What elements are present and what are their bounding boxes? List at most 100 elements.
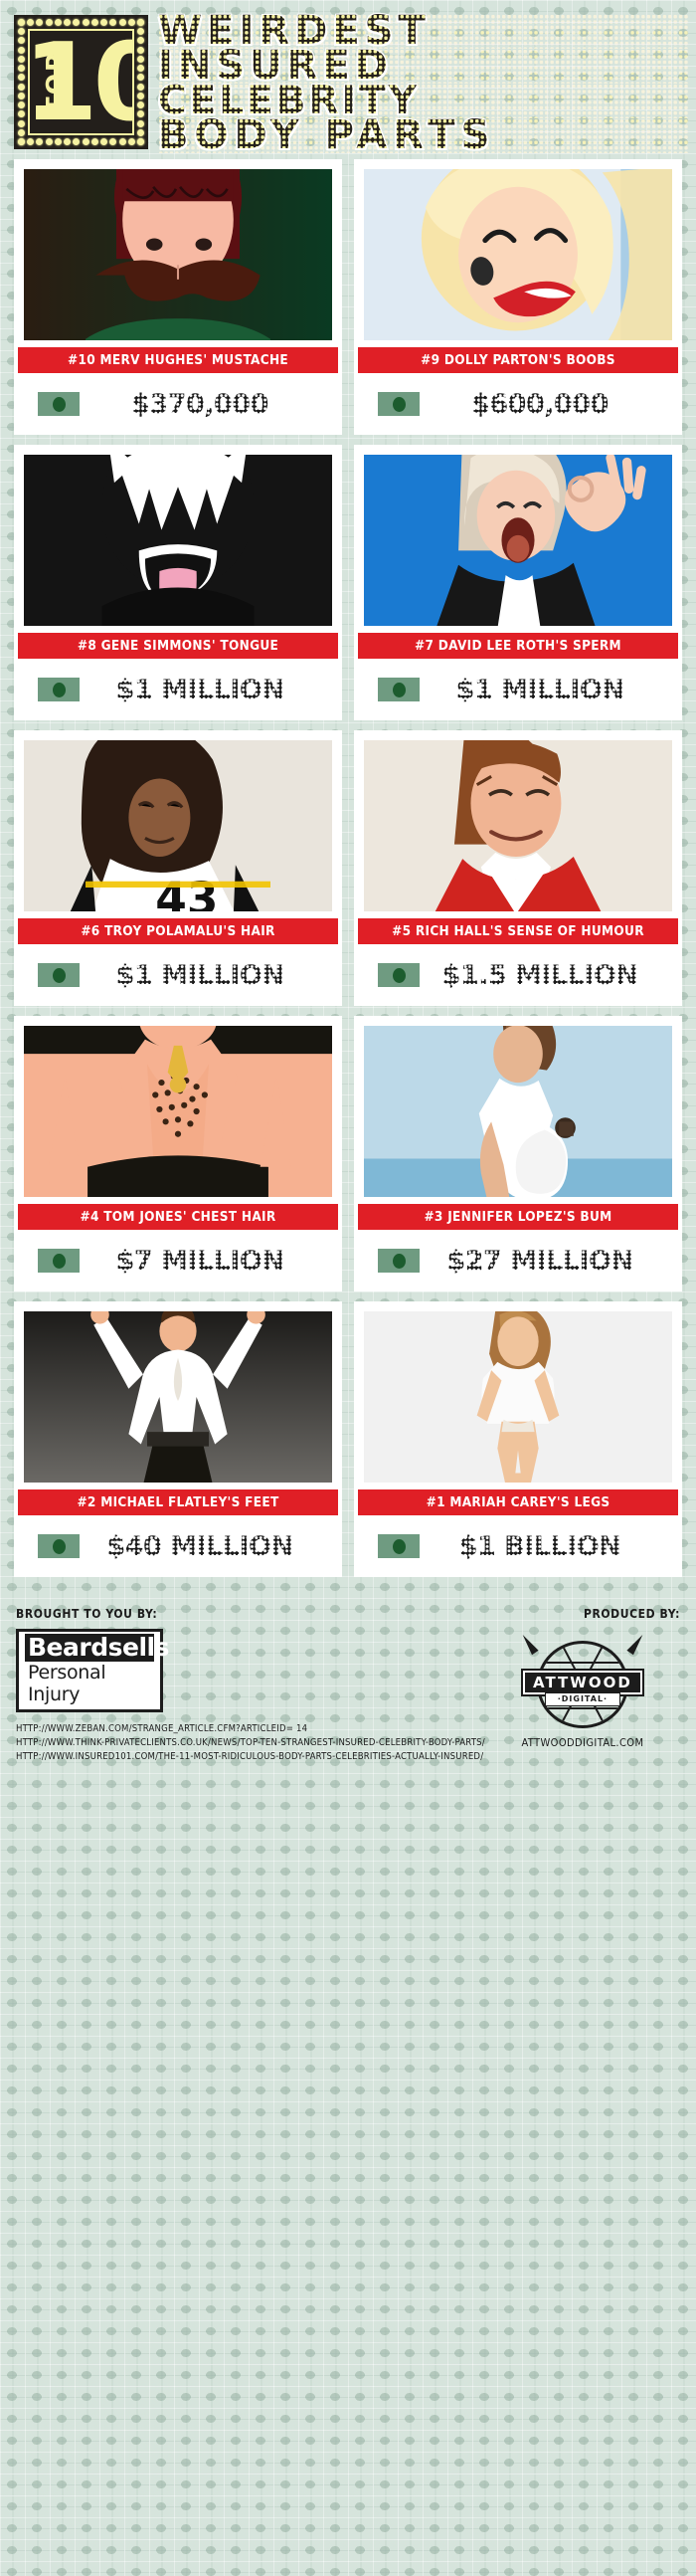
rank-banner-label: #8 GENE SIMMONS' TONGUE bbox=[77, 638, 279, 654]
rank-banner: #3 JENNIFER LOPEZ'S BUM bbox=[358, 1204, 678, 1230]
photo-frame: #4 TOM JONES' CHEST HAIR $7 MILLION bbox=[14, 1016, 342, 1291]
rank-banner-label: #5 RICH HALL'S SENSE OF HUMOUR bbox=[392, 923, 644, 939]
price-row: $1 MILLION bbox=[364, 659, 672, 720]
insured-amount: $7 MILLION bbox=[80, 1245, 320, 1277]
photo-frame: #3 JENNIFER LOPEZ'S BUM $27 MILLION bbox=[354, 1016, 682, 1291]
title-line-3: CELEBRITY bbox=[158, 82, 688, 120]
celebrity-illustration-tom-jones bbox=[24, 1026, 332, 1197]
insured-amount: $1 BILLION bbox=[420, 1530, 660, 1562]
dollar-bill-icon bbox=[378, 963, 420, 987]
rank-banner: #8 GENE SIMMONS' TONGUE bbox=[18, 633, 338, 659]
top-ten-marquee-badge: TOP 10 bbox=[14, 15, 148, 149]
rank-banner: #10 MERV HUGHES' MUSTACHE bbox=[18, 347, 338, 373]
rank-banner: #1 MARIAH CAREY'S LEGS bbox=[358, 1489, 678, 1515]
beardsells-logo-name: Beardsells bbox=[25, 1634, 169, 1662]
attwood-digital-logo[interactable]: ATTWOOD ·DIGITAL· bbox=[519, 1631, 646, 1730]
rank-banner: #2 MICHAEL FLATLEY'S FEET bbox=[18, 1489, 338, 1515]
photo-frame: #8 GENE SIMMONS' TONGUE $1 MILLION bbox=[14, 445, 342, 720]
celebrity-card-10: #10 MERV HUGHES' MUSTACHE $370,000 bbox=[14, 159, 342, 435]
dollar-bill-icon bbox=[38, 1249, 80, 1273]
rank-banner: #5 RICH HALL'S SENSE OF HUMOUR bbox=[358, 918, 678, 944]
photo-frame: #2 MICHAEL FLATLEY'S FEET $40 MILLION bbox=[14, 1301, 342, 1577]
insured-amount: $1 MILLION bbox=[80, 674, 320, 705]
insured-amount: $1.5 MILLION bbox=[420, 959, 660, 991]
dollar-bill-icon bbox=[378, 1534, 420, 1558]
rank-banner-label: #1 MARIAH CAREY'S LEGS bbox=[426, 1494, 610, 1510]
insured-amount: $27 MILLION bbox=[420, 1245, 660, 1277]
photo-frame: #5 RICH HALL'S SENSE OF HUMOUR $1.5 MILL… bbox=[354, 730, 682, 1006]
price-row: $1 BILLION bbox=[364, 1515, 672, 1577]
attwood-website-label: ATTWOODDIGITAL.COM bbox=[521, 1736, 644, 1749]
beardsells-logo[interactable]: Beardsells Personal Injury bbox=[16, 1629, 169, 1712]
celebrity-illustration-gene-simmons bbox=[24, 455, 332, 626]
insured-amount: $1 MILLION bbox=[80, 959, 320, 991]
title-block: WEIRDEST INSURED CELEBRITY BODY PARTS bbox=[148, 10, 688, 155]
rank-banner: #9 DOLLY PARTON'S BOOBS bbox=[358, 347, 678, 373]
price-row: $7 MILLION bbox=[24, 1230, 332, 1291]
title-line-2: INSURED bbox=[158, 46, 688, 86]
brought-to-you-by-label: BROUGHT TO YOU BY: bbox=[16, 1607, 158, 1621]
dollar-bill-icon bbox=[38, 1534, 80, 1558]
dollar-bill-icon bbox=[38, 963, 80, 987]
sponsor-column: BROUGHT TO YOU BY: Beardsells Personal I… bbox=[16, 1607, 485, 1764]
rank-banner-label: #9 DOLLY PARTON'S BOOBS bbox=[421, 352, 615, 368]
svg-text:43: 43 bbox=[155, 873, 218, 911]
price-row: $27 MILLION bbox=[364, 1230, 672, 1291]
dollar-bill-icon bbox=[378, 1249, 420, 1273]
celebrity-card-grid: #10 MERV HUGHES' MUSTACHE $370,000 #9 DO… bbox=[0, 159, 696, 1577]
source-url-2[interactable]: HTTP://WWW.THINK-PRIVATECLIENTS.CO.UK/NE… bbox=[16, 1737, 485, 1748]
rank-banner-label: #2 MICHAEL FLATLEY'S FEET bbox=[77, 1494, 279, 1510]
marquee-inner-frame: TOP 10 bbox=[28, 29, 134, 135]
rank-banner-label: #3 JENNIFER LOPEZ'S BUM bbox=[424, 1209, 612, 1225]
price-row: $1 MILLION bbox=[24, 659, 332, 720]
insured-amount: $40 MILLION bbox=[80, 1530, 320, 1562]
celebrity-card-4: #4 TOM JONES' CHEST HAIR $7 MILLION bbox=[14, 1016, 342, 1291]
rank-banner-label: #6 TROY POLAMALU'S HAIR bbox=[81, 923, 275, 939]
celebrity-illustration-troy-polamalu: 43 bbox=[24, 740, 332, 911]
celebrity-card-8: #8 GENE SIMMONS' TONGUE $1 MILLION bbox=[14, 445, 342, 720]
rank-banner: #4 TOM JONES' CHEST HAIR bbox=[18, 1204, 338, 1230]
attwood-logo-sub: ·DIGITAL· bbox=[544, 1692, 620, 1706]
celebrity-illustration-michael-flatley bbox=[24, 1311, 332, 1483]
celebrity-illustration-david-lee-roth bbox=[364, 455, 672, 626]
celebrity-card-2: #2 MICHAEL FLATLEY'S FEET $40 MILLION bbox=[14, 1301, 342, 1577]
rank-banner: #6 TROY POLAMALU'S HAIR bbox=[18, 918, 338, 944]
header: TOP 10 WEIRDEST INSURED CELEBRITY BODY P… bbox=[0, 0, 696, 159]
celebrity-illustration-dolly-parton bbox=[364, 169, 672, 340]
price-row: $40 MILLION bbox=[24, 1515, 332, 1577]
insured-amount: $600,000 bbox=[420, 388, 660, 420]
celebrity-illustration-mariah-carey bbox=[364, 1311, 672, 1483]
dollar-bill-icon bbox=[378, 678, 420, 701]
source-url-3[interactable]: HTTP://WWW.INSURED101.COM/THE-11-MOST-RI… bbox=[16, 1751, 484, 1762]
celebrity-card-1: #1 MARIAH CAREY'S LEGS $1 BILLION bbox=[354, 1301, 682, 1577]
lightning-bolt-left-icon bbox=[519, 1632, 539, 1656]
source-url-1[interactable]: HTTP://WWW.ZEBAN.COM/STRANGE_ARTICLE.CFM… bbox=[16, 1723, 308, 1734]
producer-column: PRODUCED BY: ATTWOOD ·DIGITAL· ATTWOODDI… bbox=[485, 1607, 680, 1749]
photo-frame: #10 MERV HUGHES' MUSTACHE $370,000 bbox=[14, 159, 342, 435]
title-line-4: BODY PARTS bbox=[158, 115, 688, 155]
price-row: $600,000 bbox=[364, 373, 672, 435]
price-row: $1 MILLION bbox=[24, 944, 332, 1006]
beardsells-logo-tagline: Personal Injury bbox=[28, 1662, 106, 1705]
rank-banner-label: #10 MERV HUGHES' MUSTACHE bbox=[67, 352, 289, 368]
celebrity-illustration-jennifer-lopez bbox=[364, 1026, 672, 1197]
source-url-list: HTTP://WWW.ZEBAN.COM/STRANGE_ARTICLE.CFM… bbox=[16, 1722, 485, 1764]
celebrity-card-9: #9 DOLLY PARTON'S BOOBS $600,000 bbox=[354, 159, 682, 435]
photo-frame: #7 DAVID LEE ROTH'S SPERM $1 MILLION bbox=[354, 445, 682, 720]
footer: BROUGHT TO YOU BY: Beardsells Personal I… bbox=[0, 1591, 696, 1774]
photo-frame: #1 MARIAH CAREY'S LEGS $1 BILLION bbox=[354, 1301, 682, 1577]
top-word-label: TOP bbox=[40, 51, 70, 113]
celebrity-illustration-merv-hughes bbox=[24, 169, 332, 340]
price-row: $1.5 MILLION bbox=[364, 944, 672, 1006]
produced-by-label: PRODUCED BY: bbox=[583, 1607, 680, 1621]
dollar-bill-icon bbox=[38, 392, 80, 416]
photo-frame: #9 DOLLY PARTON'S BOOBS $600,000 bbox=[354, 159, 682, 435]
rank-banner-label: #4 TOM JONES' CHEST HAIR bbox=[80, 1209, 276, 1225]
lightning-bolt-right-icon bbox=[626, 1632, 646, 1656]
rank-number-ten: 10 bbox=[28, 29, 132, 135]
rank-banner-label: #7 DAVID LEE ROTH'S SPERM bbox=[415, 638, 621, 654]
dollar-bill-icon bbox=[38, 678, 80, 701]
celebrity-card-3: #3 JENNIFER LOPEZ'S BUM $27 MILLION bbox=[354, 1016, 682, 1291]
title-line-1: WEIRDEST bbox=[158, 11, 688, 51]
